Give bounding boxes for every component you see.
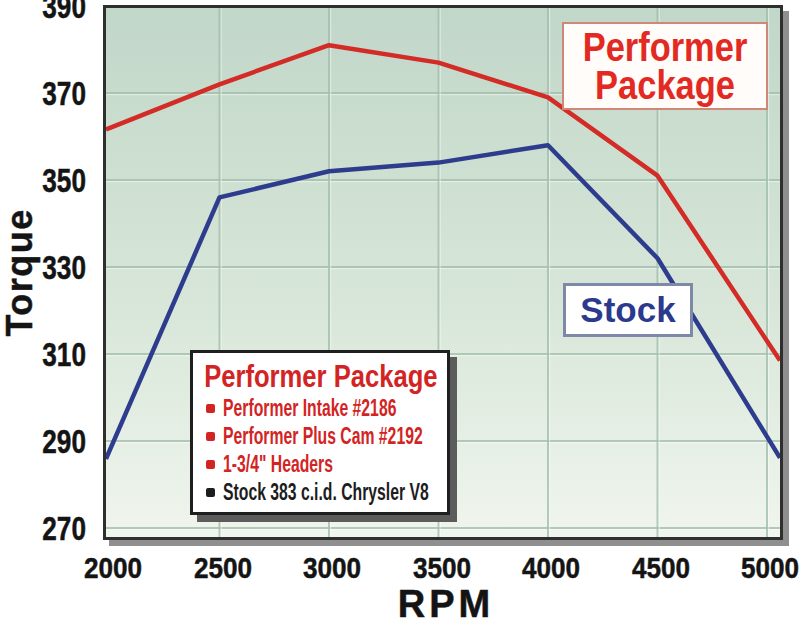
bullet-icon (206, 488, 215, 497)
legend-item-text: Stock 383 c.i.d. Chrysler V8 (223, 479, 429, 506)
x-tick-label: 3000 (280, 553, 384, 583)
performer-label-line1: Performer (580, 28, 750, 66)
legend-item: Performer Intake #2186 (203, 394, 439, 422)
y-tick-label: 330 (24, 250, 86, 284)
x-tick-label: 4500 (608, 553, 712, 583)
performer-package-label: Performer Package (562, 22, 768, 110)
legend-item: 1-3/4" Headers (203, 450, 439, 478)
stock-label: Stock (563, 283, 693, 337)
dyno-chart: Torque RPM Performer Package Performer I… (0, 0, 800, 620)
y-tick-label: 390 (24, 0, 86, 23)
bullet-icon (206, 460, 215, 469)
legend-box: Performer Package Performer Intake #2186… (190, 350, 450, 515)
y-tick-label: 270 (24, 511, 86, 545)
x-tick-label: 3500 (389, 553, 493, 583)
y-tick-label: 310 (24, 337, 86, 371)
x-tick-label: 2500 (170, 553, 274, 583)
performer-label-line2: Package (580, 66, 750, 104)
x-tick-label: 2000 (61, 553, 165, 583)
bullet-icon (206, 432, 215, 441)
legend-title: Performer Package (204, 359, 437, 393)
legend-title-row: Performer Package (203, 359, 439, 393)
x-axis-title: RPM (346, 586, 546, 620)
y-tick-label: 350 (24, 163, 86, 197)
legend-item-text: 1-3/4" Headers (223, 451, 333, 478)
x-tick-label: 4000 (499, 553, 603, 583)
y-tick-label: 290 (24, 424, 86, 458)
y-tick-label: 370 (24, 76, 86, 110)
bullet-icon (206, 404, 215, 413)
legend-item: Stock 383 c.i.d. Chrysler V8 (203, 478, 439, 506)
legend-item-text: Performer Plus Cam #2192 (223, 423, 423, 450)
stock-label-text: Stock (566, 286, 690, 333)
legend-item-text: Performer Intake #2186 (223, 395, 396, 422)
legend-item: Performer Plus Cam #2192 (203, 422, 439, 450)
x-tick-label: 5000 (718, 553, 800, 583)
